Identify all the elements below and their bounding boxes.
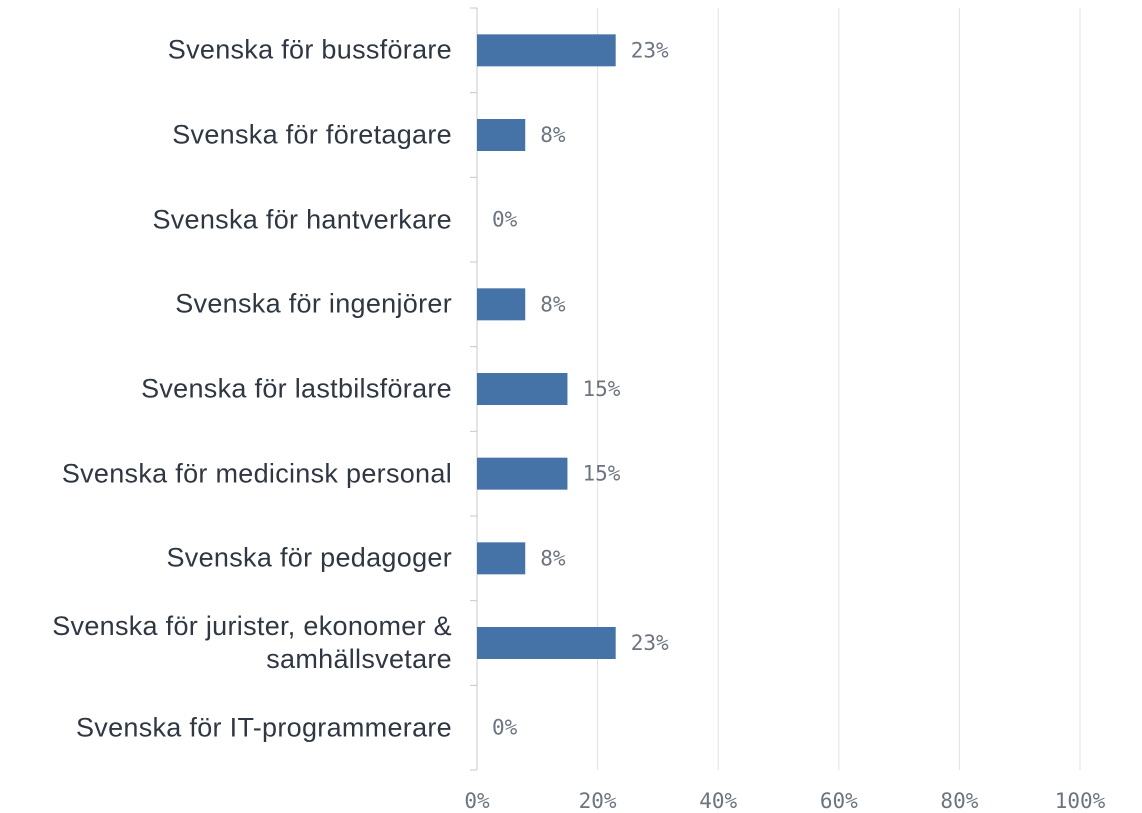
value-label: 0% xyxy=(492,716,518,740)
value-label: 8% xyxy=(540,546,566,570)
bar xyxy=(477,373,568,405)
value-label: 15% xyxy=(582,377,620,401)
value-label: 23% xyxy=(631,38,669,62)
x-tick-label: 80% xyxy=(940,789,978,813)
category-label: Svenska för medicinsk personal xyxy=(61,458,452,489)
category-label: Svenska för företagare xyxy=(172,119,452,150)
category-label: Svenska för hantverkare xyxy=(152,204,452,235)
value-label: 0% xyxy=(492,208,518,232)
value-label: 15% xyxy=(582,462,620,486)
x-tick-label: 40% xyxy=(699,789,737,813)
category-label: Svenska för bussförare xyxy=(167,34,452,65)
bar xyxy=(477,119,526,151)
value-label: 8% xyxy=(540,123,566,147)
bar xyxy=(477,627,616,659)
bar xyxy=(477,542,526,575)
category-label: Svenska för lastbilsförare xyxy=(141,373,452,404)
bar xyxy=(477,34,616,67)
category-label: Svenska för ingenjörer xyxy=(175,288,452,319)
x-tick-label: 20% xyxy=(579,789,617,813)
category-label: Svenska för jurister, ekonomer & samhäll… xyxy=(52,611,452,674)
x-tick-label: 100% xyxy=(1055,789,1106,813)
value-label: 8% xyxy=(540,292,566,316)
bar xyxy=(477,288,526,321)
x-tick-label: 60% xyxy=(820,789,858,813)
value-label: 23% xyxy=(631,631,669,655)
bar xyxy=(477,457,568,490)
x-tick-label: 0% xyxy=(464,789,490,813)
category-label: Svenska för pedagoger xyxy=(166,542,452,573)
category-label: Svenska för IT-programmerare xyxy=(75,712,452,743)
